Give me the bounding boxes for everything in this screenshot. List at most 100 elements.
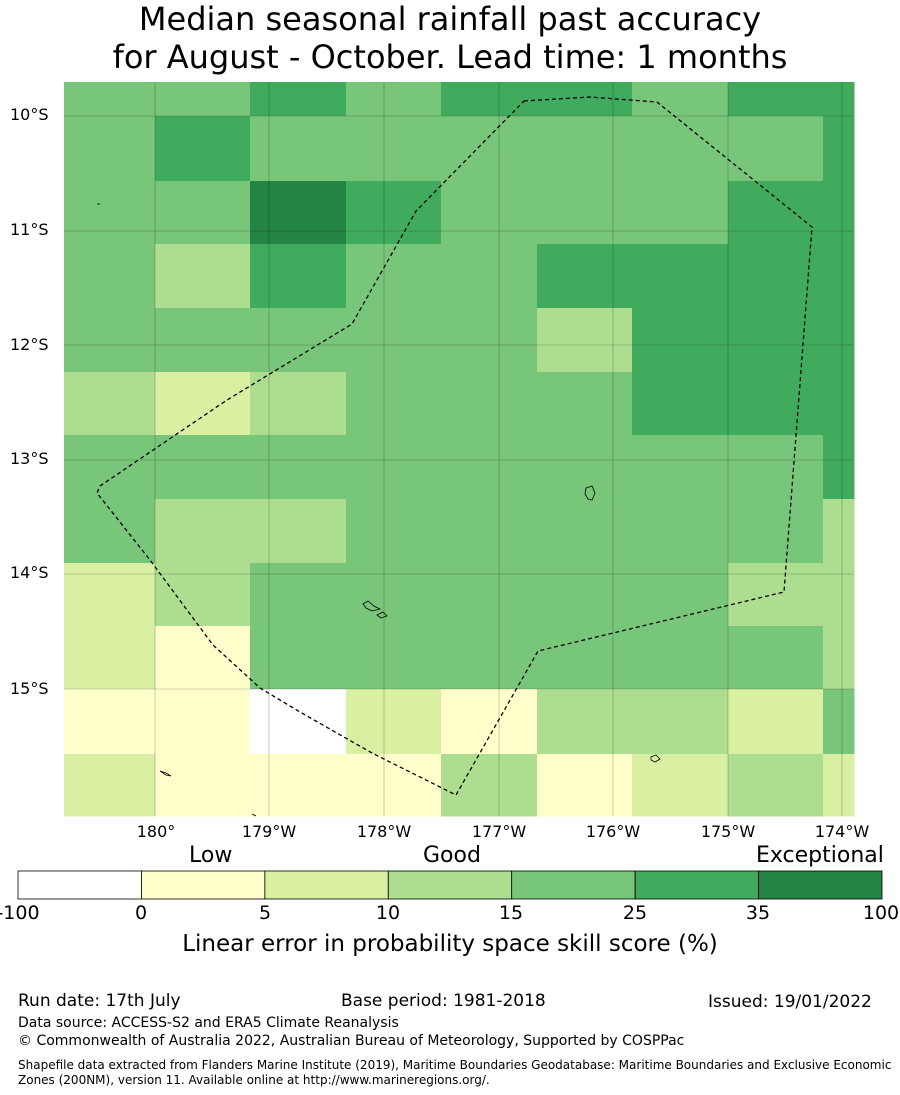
grid-cell <box>250 372 347 436</box>
grid-cell <box>64 499 156 564</box>
grid-cell <box>64 754 156 817</box>
island-1 <box>584 485 596 501</box>
grid-cell <box>823 82 855 117</box>
grid-cell <box>64 435 156 500</box>
grid-cell <box>441 308 538 373</box>
grid-cell <box>346 435 442 500</box>
grid-cell <box>155 244 251 309</box>
grid-cell <box>823 754 855 817</box>
grid-cell <box>64 626 156 690</box>
grid-cell <box>441 116 538 182</box>
map-title-line-1: Median seasonal rainfall past accuracy <box>138 0 762 38</box>
grid-cell <box>346 308 442 373</box>
grid-cell <box>632 372 729 436</box>
legend-tick-15: 15 <box>498 902 524 924</box>
legend-low: Low <box>189 843 233 868</box>
legend-tick-10: 10 <box>375 902 401 924</box>
grid-cell <box>441 181 538 245</box>
shapefile-credit-line-2: Zones (200NM), version 11. Available onl… <box>18 1073 490 1087</box>
lat-label-15s: 15°S <box>10 679 49 698</box>
grid-cell <box>250 563 347 627</box>
legend-tick-5: 5 <box>258 902 272 924</box>
grid-cell <box>632 116 729 182</box>
grid-cell <box>250 308 347 373</box>
grid-cell <box>64 308 156 373</box>
grid-cell <box>155 308 251 373</box>
colorbar <box>17 870 883 900</box>
grid-cell <box>823 499 855 564</box>
island-4 <box>650 754 661 763</box>
grid-cell <box>537 116 633 182</box>
grid-cell <box>346 563 442 627</box>
grid-cell <box>346 244 442 309</box>
grid-cell <box>537 499 633 564</box>
grid-cell <box>441 82 538 117</box>
grid-cell <box>823 372 855 436</box>
grid-cell <box>823 181 855 245</box>
grid-cell <box>250 116 347 182</box>
grid-cell <box>632 181 729 245</box>
grid-cell <box>728 116 824 182</box>
grid-cell <box>64 372 156 436</box>
legend-tick-0: 0 <box>134 902 148 924</box>
map-title-line-2: for August - October. Lead time: 1 month… <box>112 38 788 76</box>
grid-cell <box>728 563 824 627</box>
grid-cell <box>632 689 729 755</box>
grid-cell <box>632 499 729 564</box>
grid-cell <box>441 499 538 564</box>
grid-cell <box>728 308 824 373</box>
legend-exceptional: Exceptional <box>756 843 884 868</box>
legend-good: Good <box>423 843 481 868</box>
base-period: Base period: 1981-2018 <box>341 991 546 1011</box>
grid-cell <box>155 181 251 245</box>
grid-cell <box>346 499 442 564</box>
grid-cell <box>823 563 855 627</box>
lon-label-175w: 175°W <box>700 822 756 841</box>
grid-cell <box>441 372 538 436</box>
grid-cell <box>155 82 251 117</box>
lat-label-12s: 12°S <box>10 335 49 354</box>
grid-cell <box>441 626 538 690</box>
grid-cell <box>155 754 251 817</box>
grid-cell <box>728 754 824 817</box>
grid-cell <box>537 372 633 436</box>
grid-cell <box>250 435 347 500</box>
grid-cell <box>441 689 538 755</box>
issued-date: Issued: 19/01/2022 <box>708 992 872 1012</box>
grid-cell <box>728 626 824 690</box>
grid-cell <box>155 689 251 755</box>
lat-label-14s: 14°S <box>10 563 49 582</box>
colorbar-segment <box>17 870 142 900</box>
grid-cell <box>537 181 633 245</box>
grid-cell <box>155 563 251 627</box>
grid-cell <box>250 82 347 117</box>
grid-cell <box>728 244 824 309</box>
colorbar-segment <box>264 870 389 900</box>
legend-tick-35: 35 <box>745 902 771 924</box>
lon-label-174w: 174°W <box>814 822 870 841</box>
grid-cell <box>632 308 729 373</box>
grid-cell <box>64 244 156 309</box>
legend-tick-minus100: -100 <box>0 902 40 924</box>
legend-tick-25: 25 <box>622 902 648 924</box>
grid-cell <box>441 754 538 817</box>
lon-label-176w: 176°W <box>585 822 641 841</box>
island-7 <box>251 813 257 817</box>
grid-cell <box>823 244 855 309</box>
lat-label-10s: 10°S <box>10 105 49 124</box>
grid-cell <box>346 689 442 755</box>
legend-title: Linear error in probability space skill … <box>182 931 718 957</box>
grid-cell <box>155 499 251 564</box>
lat-label-13s: 13°S <box>10 449 49 468</box>
grid-cell <box>537 308 633 373</box>
grid-cell <box>250 754 347 817</box>
grid-cell <box>632 626 729 690</box>
grid-cell <box>537 626 633 690</box>
shapefile-credit-line-1: Shapefile data extracted from Flanders M… <box>18 1058 892 1072</box>
lon-label-177w: 177°W <box>471 822 527 841</box>
grid-cell <box>823 116 855 182</box>
colorbar-segment <box>511 870 636 900</box>
grid-cell <box>250 181 347 245</box>
grid-cell <box>632 754 729 817</box>
grid-cell <box>441 563 538 627</box>
